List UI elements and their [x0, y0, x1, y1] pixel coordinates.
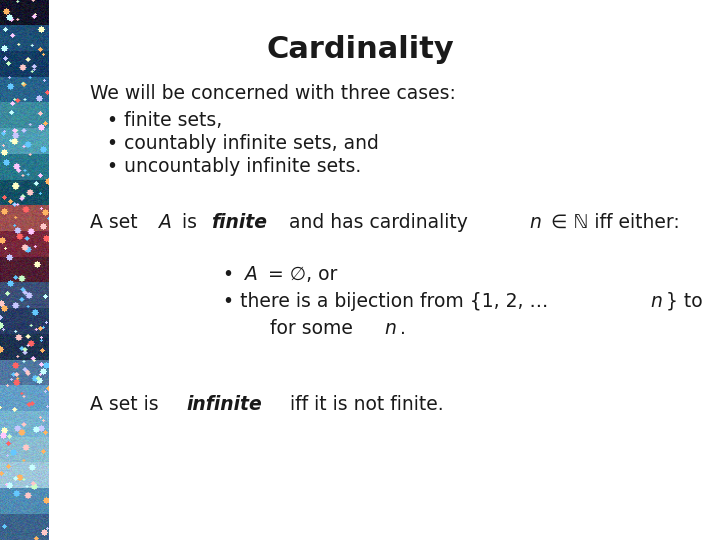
Text: for some: for some: [270, 319, 359, 338]
Text: } to: } to: [666, 292, 708, 310]
Text: A: A: [246, 265, 258, 284]
Text: • finite sets,: • finite sets,: [107, 111, 222, 130]
Text: •: •: [223, 265, 240, 284]
Text: • there is a bijection from {1, 2, …: • there is a bijection from {1, 2, …: [223, 292, 554, 310]
Text: We will be concerned with three cases:: We will be concerned with three cases:: [90, 84, 456, 103]
Text: iff it is not finite.: iff it is not finite.: [284, 395, 444, 414]
Text: n: n: [529, 213, 541, 232]
Text: Cardinality: Cardinality: [266, 35, 454, 64]
Text: A set: A set: [90, 213, 143, 232]
Text: A: A: [159, 213, 172, 232]
Text: is: is: [176, 213, 203, 232]
Text: infinite: infinite: [186, 395, 262, 414]
Text: finite: finite: [211, 213, 266, 232]
Text: ∈ ℕ iff either:: ∈ ℕ iff either:: [544, 213, 679, 232]
Text: = ∅, or: = ∅, or: [262, 265, 337, 284]
Text: and has cardinality: and has cardinality: [283, 213, 474, 232]
Text: n: n: [651, 292, 662, 310]
Text: A set is: A set is: [90, 395, 165, 414]
Text: • uncountably infinite sets.: • uncountably infinite sets.: [107, 157, 361, 176]
Text: .: .: [400, 319, 406, 338]
Text: n: n: [384, 319, 397, 338]
Text: • countably infinite sets, and: • countably infinite sets, and: [107, 134, 379, 153]
